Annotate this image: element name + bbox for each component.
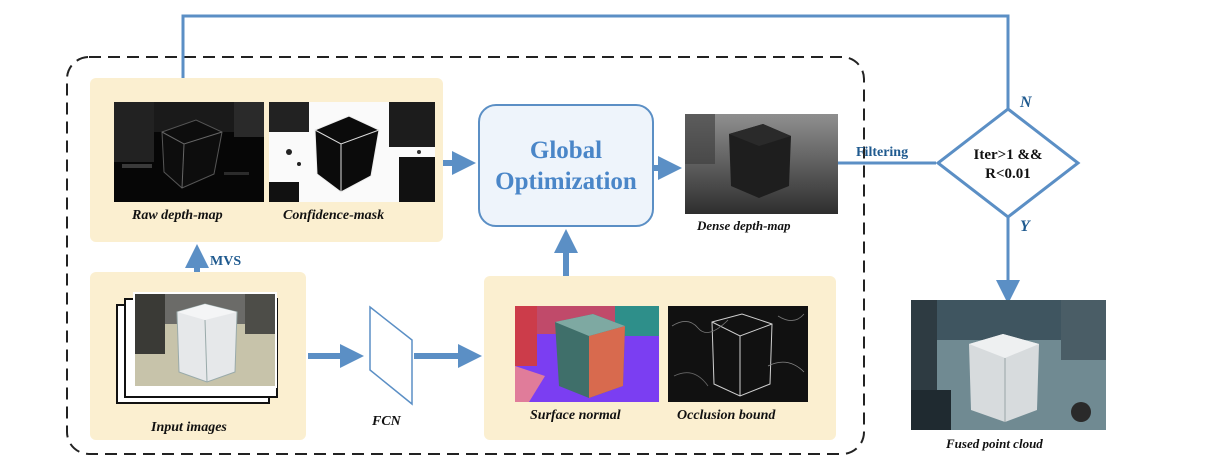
filtering-label: Filtering xyxy=(856,145,909,160)
condition-line-2: R<0.01 xyxy=(985,166,1031,182)
raw-depth-caption: Raw depth-map xyxy=(132,208,223,223)
occlusion-bound-caption: Occlusion bound xyxy=(677,408,776,423)
no-label: N xyxy=(1020,94,1032,111)
feedback-arrow xyxy=(171,14,1010,109)
optimization-line-1: Global xyxy=(529,136,603,164)
yes-label: Y xyxy=(1020,218,1030,235)
raw-depth-image xyxy=(114,102,264,202)
optimization-line-2: Optimization xyxy=(495,167,637,195)
confidence-caption: Confidence-mask xyxy=(283,208,385,223)
condition-text: Iter>1 && R<0.01 xyxy=(948,146,1068,184)
fcn-block xyxy=(369,305,413,406)
dense-depth-image xyxy=(685,114,838,214)
mvs-label: MVS xyxy=(210,254,242,269)
fused-cloud-caption: Fused point cloud xyxy=(946,436,1043,451)
global-optimization-box: Global Optimization xyxy=(478,104,654,227)
confidence-mask-image xyxy=(269,102,435,202)
input-image-front xyxy=(133,292,277,388)
occlusion-bound-image xyxy=(668,306,808,402)
dashed-frame xyxy=(66,56,865,455)
input-images-caption: Input images xyxy=(151,420,227,435)
condition-line-1: Iter>1 && xyxy=(973,147,1043,163)
surface-normal-caption: Surface normal xyxy=(530,408,621,423)
dense-depth-caption: Dense depth-map xyxy=(697,218,791,233)
fcn-caption: FCN xyxy=(372,414,401,429)
fused-point-cloud-image xyxy=(911,300,1106,430)
surface-normal-image xyxy=(515,306,659,402)
